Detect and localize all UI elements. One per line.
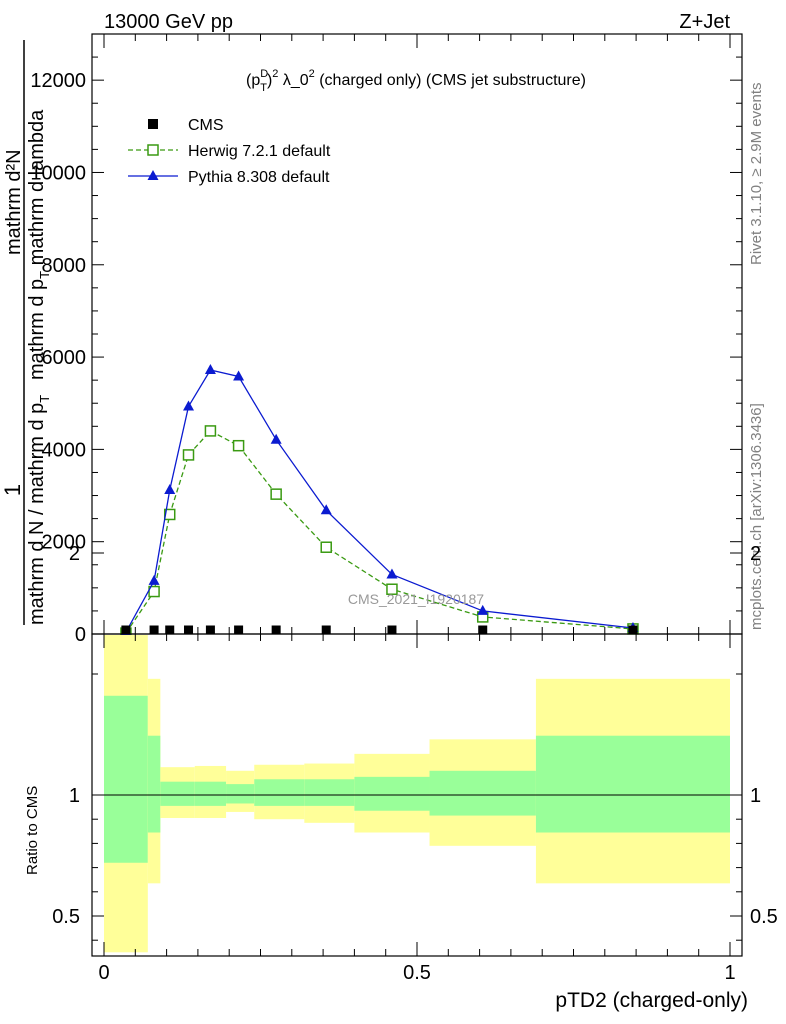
- title-rest: (charged only) (CMS jet substructure): [315, 72, 586, 89]
- x-tick-label: 1: [724, 962, 735, 984]
- pythia-point: [320, 504, 332, 515]
- ratio-y-tick-label-right: 1: [750, 785, 761, 807]
- ylabel-denom3: mathrm d lambda: [26, 109, 48, 271]
- title-sup-d: D: [260, 68, 268, 80]
- ratio-green-band: [104, 695, 148, 863]
- legend-item: Herwig 7.2.1 default: [128, 143, 331, 160]
- ratio-y-tick-label-right: 2: [750, 543, 761, 565]
- cms-point: [628, 625, 638, 635]
- ylabel-denom-sub: T: [37, 395, 52, 403]
- herwig-point: [182, 449, 195, 461]
- herwig-point: [232, 439, 245, 452]
- ratio-y-axis-label: Ratio to CMS: [24, 786, 41, 875]
- pythia-point: [270, 433, 282, 444]
- rivet-label: Rivet 3.1.10, ≥ 2.9M events: [748, 83, 765, 266]
- y-tick-label: 4000: [42, 439, 87, 461]
- cms-point: [205, 625, 215, 635]
- herwig-point: [163, 508, 176, 521]
- herwig-point: [148, 585, 160, 598]
- title-open: (p: [246, 72, 260, 89]
- x-tick-label: 0.5: [403, 962, 431, 984]
- x-axis-label: pTD2 (charged-only): [555, 989, 748, 1012]
- legend-label: CMS: [188, 117, 224, 134]
- plot-title: (pD T)2 λ_02 (charged only) (CMS jet subs…: [246, 68, 586, 94]
- title-close: ): [267, 72, 272, 89]
- herwig-point: [204, 425, 217, 437]
- ratio-green-band: [304, 779, 355, 806]
- cms-point: [271, 625, 281, 635]
- watermark: CMS_2021_I1920187: [348, 591, 484, 607]
- cms-point: [121, 625, 131, 635]
- main-panel: 0 2000 4000 6000 8000 10000 12000: [30, 33, 743, 646]
- pythia-point: [386, 568, 398, 579]
- header-right: Z+Jet: [679, 11, 730, 33]
- ratio-y-tick-label: 2: [69, 543, 80, 565]
- pythia-point: [477, 604, 489, 615]
- pythia-point: [204, 364, 216, 374]
- ratio-green-band: [226, 784, 255, 804]
- ylabel-denom2-sub: T: [37, 271, 52, 279]
- series-cms: [121, 625, 638, 635]
- y-tick-label: 2000: [42, 532, 87, 554]
- herwig-line: [125, 430, 634, 634]
- title-sub-t: T: [260, 82, 267, 94]
- ratio-bands: [104, 635, 730, 953]
- ratio-green-band: [429, 770, 536, 816]
- legend-marker-pythia: [147, 170, 159, 180]
- ylabel-numerator: mathrm d²N: [3, 149, 25, 255]
- herwig-point: [270, 488, 282, 500]
- cms-point: [165, 625, 175, 635]
- pythia-point: [233, 370, 245, 381]
- y-axis-label: 1 mathrm d N / mathrm d pT mathrm d²N ma…: [0, 40, 52, 625]
- ratio-green-band: [254, 779, 305, 806]
- legend-marker-herwig: [147, 144, 159, 156]
- y-tick-label: 12000: [30, 70, 86, 92]
- pythia-point: [148, 574, 160, 585]
- ylabel-denominator-2: mathrm d pT mathrm d lambda: [26, 109, 52, 380]
- legend-item: Pythia 8.308 default: [128, 169, 330, 186]
- mcplots-label: mcplots.cern.ch [arXiv:1306.3436]: [748, 403, 765, 630]
- title-sup-2a: 2: [272, 68, 278, 80]
- ratio-y-tick-label-right: 0.5: [750, 906, 778, 928]
- y-tick-label: 0: [75, 624, 86, 646]
- ratio-y-tick-label: 1: [69, 785, 80, 807]
- legend-label: Herwig 7.2.1 default: [188, 143, 331, 160]
- ratio-panel: 0 0.5 1 0.5 0.5 1 1 2 2: [52, 543, 778, 984]
- ylabel-denominator: mathrm d N / mathrm d pT: [26, 395, 52, 625]
- legend-item: CMS: [148, 117, 224, 134]
- x-tick-label: 0: [98, 962, 109, 984]
- ylabel-one: 1: [0, 484, 25, 496]
- ratio-y-tick-label: 0.5: [52, 906, 80, 928]
- cms-point: [234, 625, 244, 635]
- pythia-point: [164, 484, 176, 494]
- y-tick-label: 8000: [42, 255, 87, 277]
- ylabel-denom2-main: mathrm d p: [26, 279, 48, 380]
- ratio-green-band: [194, 781, 227, 806]
- ratio-green-band: [354, 776, 430, 811]
- cms-point: [321, 625, 331, 635]
- ratio-green-band: [160, 781, 195, 806]
- legend-label: Pythia 8.308 default: [188, 169, 330, 186]
- ylabel-denom-main: mathrm d N / mathrm d p: [26, 403, 48, 625]
- cms-point: [478, 625, 488, 635]
- legend: CMS Herwig 7.2.1 default Pythia 8.308 defa…: [128, 117, 331, 186]
- y-tick-label: 6000: [42, 347, 87, 369]
- herwig-point: [386, 583, 398, 595]
- herwig-point: [320, 541, 332, 553]
- y-tick-label: 10000: [30, 162, 86, 184]
- legend-marker-cms: [148, 119, 158, 129]
- cms-point: [387, 625, 397, 635]
- title-lambda: λ_0: [278, 72, 308, 89]
- cms-point: [184, 625, 194, 635]
- ratio-green-band: [535, 735, 730, 833]
- series-herwig: [120, 425, 639, 639]
- header-left: 13000 GeV pp: [104, 11, 233, 33]
- title-sup-2b: 2: [309, 68, 315, 80]
- ratio-green-band: [147, 735, 161, 833]
- cms-point: [149, 625, 159, 635]
- pythia-point: [183, 400, 195, 411]
